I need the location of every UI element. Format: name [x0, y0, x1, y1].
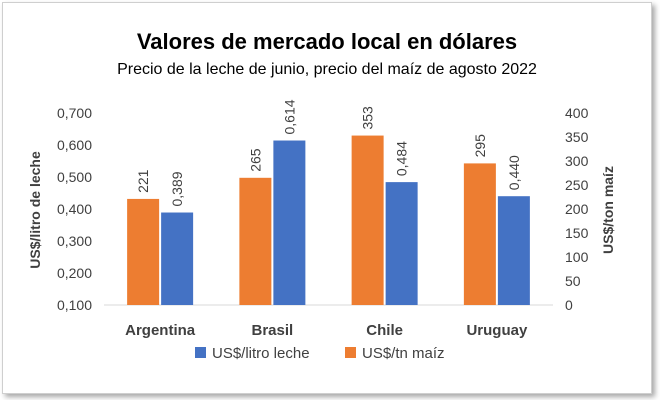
y-right-tick-label: 400 — [565, 105, 589, 121]
maiz-data-label-uruguay: 295 — [472, 134, 488, 158]
y-right-tick-label: 200 — [565, 201, 589, 217]
y-left-tick-label: 0,400 — [57, 201, 92, 217]
maiz-bar-brasil — [239, 177, 272, 305]
maiz-data-label-argentina: 221 — [135, 169, 151, 193]
legend-swatch — [195, 347, 206, 358]
legend-entry: US$/tn maíz — [362, 345, 445, 362]
leche-data-label-brasil: 0,614 — [281, 99, 297, 134]
leche-data-label-argentina: 0,389 — [169, 171, 185, 206]
maiz-bar-argentina — [127, 198, 160, 305]
chart-subtitle: Precio de la leche de junio, precio del … — [117, 61, 537, 78]
leche-data-label-uruguay: 0,440 — [506, 155, 522, 190]
leche-bar-chile — [385, 182, 418, 305]
y-left-tick-label: 0,700 — [57, 105, 92, 121]
y-right-tick-label: 150 — [565, 225, 589, 241]
y-right-tick-label: 50 — [565, 273, 581, 289]
y-left-tick-label: 0,600 — [57, 137, 92, 153]
y-right-tick-label: 100 — [565, 249, 589, 265]
maiz-bar-chile — [351, 135, 384, 305]
y-left-tick-label: 0,100 — [57, 297, 92, 313]
plot-area: 0,100 0,200 0,300 0,400 0,500 0,600 0,700 0 50 10… — [57, 99, 589, 339]
category-label: Chile — [366, 322, 403, 339]
y-right-tick-label: 0 — [565, 297, 573, 313]
leche-data-label-chile: 0,484 — [394, 141, 410, 176]
chart-title: Valores de mercado local en dólares — [137, 29, 517, 54]
maiz-bar-uruguay — [463, 163, 496, 305]
y-right-tick-label: 250 — [565, 177, 589, 193]
y-right-axis-label: US$/ton maíz — [600, 166, 616, 254]
category-label: Argentina — [125, 322, 196, 339]
chart-frame — [2, 2, 652, 394]
y-left-axis-label: US$/litro de leche — [27, 151, 43, 269]
y-left-tick-label: 0,500 — [57, 169, 92, 185]
y-right-tick-label: 300 — [565, 153, 589, 169]
legend-swatch — [345, 347, 356, 358]
legend-entry: US$/litro leche — [212, 345, 310, 362]
leche-bar-uruguay — [497, 196, 530, 305]
category-label: Brasil — [252, 322, 294, 339]
category-label: Uruguay — [466, 322, 528, 339]
leche-bar-argentina — [161, 212, 194, 305]
y-left-tick-label: 0,300 — [57, 233, 92, 249]
y-left-tick-label: 0,200 — [57, 265, 92, 281]
leche-bar-brasil — [273, 140, 306, 305]
maiz-data-label-brasil: 265 — [247, 148, 263, 172]
y-right-tick-label: 350 — [565, 129, 589, 145]
maiz-data-label-chile: 353 — [360, 106, 376, 130]
legend: US$/litro leche US$/tn maíz — [195, 345, 445, 362]
